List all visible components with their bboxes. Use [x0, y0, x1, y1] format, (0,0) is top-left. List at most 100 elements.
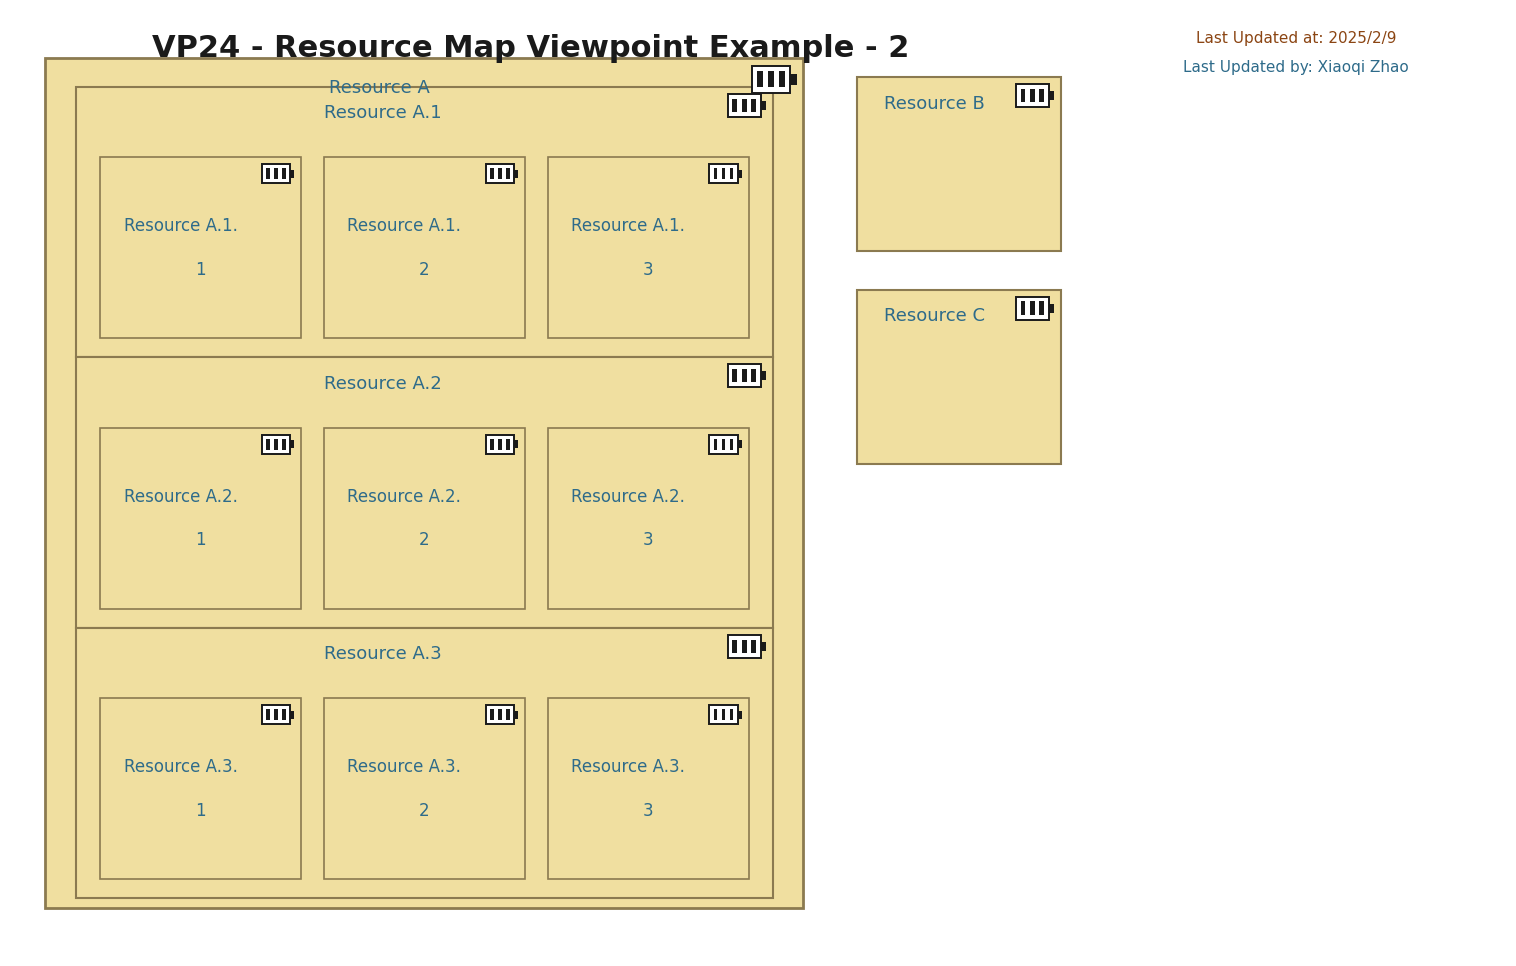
Text: Last Updated by: Xiaoqi Zhao: Last Updated by: Xiaoqi Zhao [1184, 60, 1408, 75]
FancyBboxPatch shape [714, 168, 717, 180]
FancyBboxPatch shape [265, 439, 270, 450]
Text: 3: 3 [643, 261, 653, 278]
FancyBboxPatch shape [729, 168, 734, 180]
Text: 3: 3 [643, 802, 653, 819]
FancyBboxPatch shape [729, 439, 734, 450]
Text: 1: 1 [196, 802, 206, 819]
Text: Last Updated at: 2025/2/9: Last Updated at: 2025/2/9 [1196, 31, 1396, 46]
Text: Resource A.3: Resource A.3 [324, 645, 441, 664]
FancyBboxPatch shape [100, 157, 302, 338]
Text: Resource A.1.: Resource A.1. [347, 217, 461, 235]
FancyBboxPatch shape [485, 164, 514, 184]
FancyBboxPatch shape [728, 635, 761, 658]
FancyBboxPatch shape [741, 639, 746, 653]
Text: Resource A.3.: Resource A.3. [572, 758, 685, 776]
FancyBboxPatch shape [514, 170, 518, 178]
FancyBboxPatch shape [485, 705, 514, 724]
FancyBboxPatch shape [100, 698, 302, 879]
FancyBboxPatch shape [324, 698, 525, 879]
Text: Resource A: Resource A [329, 79, 429, 98]
Text: Resource A.2: Resource A.2 [324, 375, 441, 393]
FancyBboxPatch shape [490, 439, 494, 450]
FancyBboxPatch shape [547, 428, 749, 609]
FancyBboxPatch shape [769, 71, 773, 87]
FancyBboxPatch shape [290, 440, 294, 448]
FancyBboxPatch shape [1029, 89, 1034, 102]
FancyBboxPatch shape [729, 709, 734, 721]
FancyBboxPatch shape [737, 440, 743, 448]
FancyBboxPatch shape [274, 168, 277, 180]
FancyBboxPatch shape [45, 58, 803, 908]
Text: Resource A.3.: Resource A.3. [124, 758, 238, 776]
FancyBboxPatch shape [262, 705, 290, 724]
FancyBboxPatch shape [100, 428, 302, 609]
FancyBboxPatch shape [324, 157, 525, 338]
FancyBboxPatch shape [741, 99, 746, 112]
FancyBboxPatch shape [506, 439, 509, 450]
FancyBboxPatch shape [732, 369, 737, 383]
FancyBboxPatch shape [1040, 89, 1045, 102]
FancyBboxPatch shape [857, 290, 1061, 464]
FancyBboxPatch shape [857, 77, 1061, 251]
FancyBboxPatch shape [1029, 301, 1034, 315]
FancyBboxPatch shape [728, 94, 761, 117]
FancyBboxPatch shape [1049, 303, 1054, 313]
Text: Resource A.3.: Resource A.3. [347, 758, 461, 776]
Text: 2: 2 [418, 802, 431, 819]
FancyBboxPatch shape [737, 170, 743, 178]
FancyBboxPatch shape [752, 639, 756, 653]
FancyBboxPatch shape [1049, 91, 1054, 100]
Text: Resource A.1.: Resource A.1. [572, 217, 685, 235]
FancyBboxPatch shape [274, 439, 277, 450]
FancyBboxPatch shape [1020, 89, 1025, 102]
FancyBboxPatch shape [709, 435, 737, 454]
FancyBboxPatch shape [506, 709, 509, 721]
FancyBboxPatch shape [76, 628, 773, 898]
FancyBboxPatch shape [752, 369, 756, 383]
FancyBboxPatch shape [732, 99, 737, 112]
FancyBboxPatch shape [506, 168, 509, 180]
FancyBboxPatch shape [290, 711, 294, 719]
FancyBboxPatch shape [722, 439, 726, 450]
FancyBboxPatch shape [282, 168, 285, 180]
Text: 2: 2 [418, 261, 431, 278]
FancyBboxPatch shape [722, 168, 726, 180]
FancyBboxPatch shape [709, 705, 737, 724]
FancyBboxPatch shape [1016, 297, 1049, 320]
FancyBboxPatch shape [761, 641, 766, 651]
Text: Resource A.1: Resource A.1 [324, 104, 441, 123]
FancyBboxPatch shape [514, 711, 518, 719]
FancyBboxPatch shape [761, 100, 766, 110]
FancyBboxPatch shape [282, 709, 285, 721]
Text: 2: 2 [418, 531, 431, 549]
FancyBboxPatch shape [282, 439, 285, 450]
FancyBboxPatch shape [265, 709, 270, 721]
FancyBboxPatch shape [274, 709, 277, 721]
FancyBboxPatch shape [728, 364, 761, 387]
FancyBboxPatch shape [265, 168, 270, 180]
FancyBboxPatch shape [758, 71, 763, 87]
Text: Resource A.2.: Resource A.2. [347, 488, 461, 505]
Text: VP24 - Resource Map Viewpoint Example - 2: VP24 - Resource Map Viewpoint Example - … [152, 34, 910, 63]
FancyBboxPatch shape [485, 435, 514, 454]
Text: Resource A.1.: Resource A.1. [124, 217, 238, 235]
FancyBboxPatch shape [290, 170, 294, 178]
FancyBboxPatch shape [722, 709, 726, 721]
Text: Resource A.2.: Resource A.2. [572, 488, 685, 505]
FancyBboxPatch shape [514, 440, 518, 448]
FancyBboxPatch shape [497, 709, 502, 721]
Text: 3: 3 [643, 531, 653, 549]
FancyBboxPatch shape [490, 709, 494, 721]
FancyBboxPatch shape [490, 168, 494, 180]
FancyBboxPatch shape [752, 66, 790, 93]
FancyBboxPatch shape [1020, 301, 1025, 315]
FancyBboxPatch shape [262, 435, 290, 454]
FancyBboxPatch shape [547, 698, 749, 879]
Text: Resource A.2.: Resource A.2. [124, 488, 238, 505]
FancyBboxPatch shape [262, 164, 290, 184]
FancyBboxPatch shape [709, 164, 737, 184]
FancyBboxPatch shape [547, 157, 749, 338]
FancyBboxPatch shape [779, 71, 785, 87]
FancyBboxPatch shape [714, 709, 717, 721]
FancyBboxPatch shape [761, 371, 766, 381]
